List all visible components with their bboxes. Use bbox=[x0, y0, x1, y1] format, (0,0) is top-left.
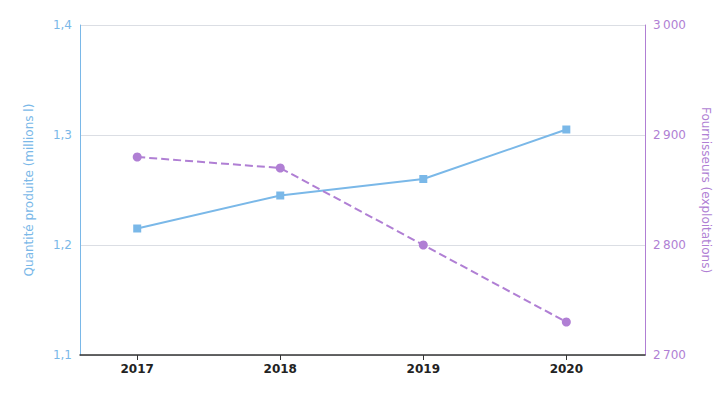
svg-text:2017: 2017 bbox=[121, 362, 154, 376]
svg-text:1,2: 1,2 bbox=[53, 238, 72, 252]
svg-text:2020: 2020 bbox=[550, 362, 583, 376]
svg-text:1,3: 1,3 bbox=[53, 128, 72, 142]
svg-text:2 800: 2 800 bbox=[653, 238, 686, 252]
svg-text:2019: 2019 bbox=[407, 362, 440, 376]
svg-text:3 000: 3 000 bbox=[653, 18, 686, 32]
svg-text:Fournisseurs (exploitations): Fournisseurs (exploitations) bbox=[699, 107, 713, 273]
svg-text:1,1: 1,1 bbox=[53, 348, 72, 362]
svg-text:2 900: 2 900 bbox=[653, 128, 686, 142]
svg-text:Quantité produite (millions l): Quantité produite (millions l) bbox=[22, 104, 36, 277]
svg-text:1,4: 1,4 bbox=[53, 18, 72, 32]
svg-text:2018: 2018 bbox=[264, 362, 297, 376]
svg-text:2 700: 2 700 bbox=[653, 348, 686, 362]
